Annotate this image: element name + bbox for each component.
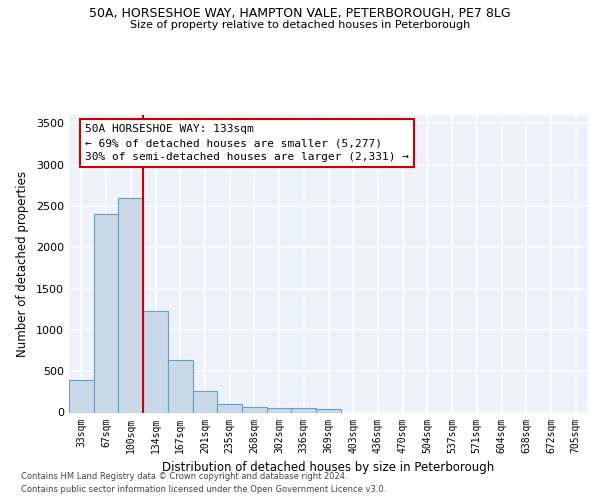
Bar (94, 214, 118, 412)
Text: Size of property relative to detached houses in Peterborough: Size of property relative to detached ho… (130, 20, 470, 30)
Bar (193, 391, 217, 412)
Bar (242, 407, 267, 412)
Bar (217, 404, 242, 412)
Text: 50A HORSESHOE WAY: 133sqm
← 69% of detached houses are smaller (5,277)
30% of se: 50A HORSESHOE WAY: 133sqm ← 69% of detac… (85, 124, 409, 162)
Bar (143, 311, 168, 412)
Bar (168, 360, 193, 412)
Y-axis label: Number of detached properties: Number of detached properties (16, 171, 29, 357)
Text: Contains HM Land Registry data © Crown copyright and database right 2024.: Contains HM Land Registry data © Crown c… (21, 472, 347, 481)
Bar (292, 408, 316, 412)
Bar (118, 198, 143, 412)
Bar (267, 408, 292, 412)
Bar (316, 409, 341, 412)
Bar (69, 380, 94, 412)
Text: 50A, HORSESHOE WAY, HAMPTON VALE, PETERBOROUGH, PE7 8LG: 50A, HORSESHOE WAY, HAMPTON VALE, PETERB… (89, 8, 511, 20)
Text: Contains public sector information licensed under the Open Government Licence v3: Contains public sector information licen… (21, 484, 386, 494)
X-axis label: Distribution of detached houses by size in Peterborough: Distribution of detached houses by size … (163, 461, 494, 474)
